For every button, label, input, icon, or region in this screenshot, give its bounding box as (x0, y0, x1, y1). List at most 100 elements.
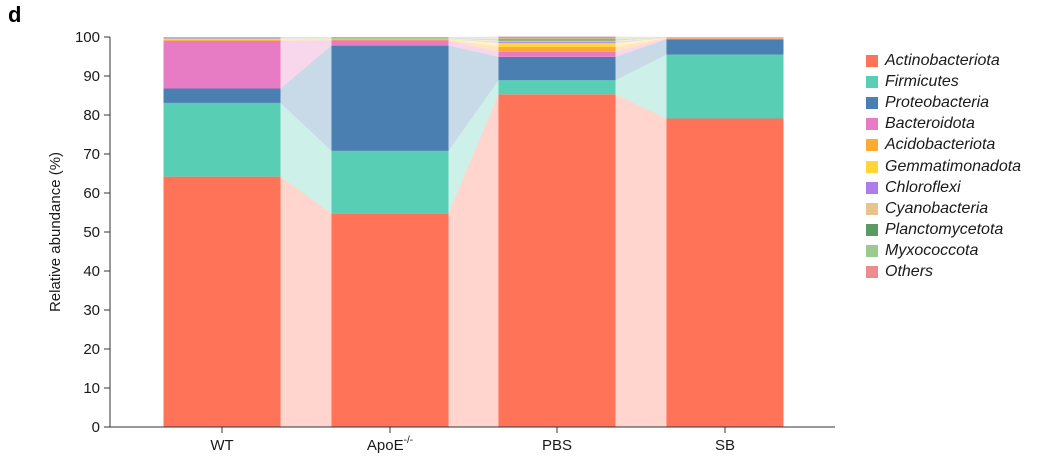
legend: Actinobacteriota Firmicutes Proteobacteria… (866, 50, 1021, 283)
flow-band-others (615, 36, 667, 39)
bar-segment-gemmatimonadota (163, 38, 281, 40)
bar-segment-firmicutes (163, 102, 281, 177)
bar-segment-firmicutes (331, 150, 449, 214)
y-tick-label: 60 (83, 185, 100, 202)
bar-segment-others (498, 36, 616, 39)
bar-segment-acidobacteriota (331, 39, 449, 41)
flow-band-proteobacteria (448, 45, 499, 151)
legend-item: Bacteroidota (866, 114, 1021, 135)
flow-band-cyanobacteria (280, 38, 332, 39)
flow-band-firmicutes (615, 54, 667, 119)
legend-item: Proteobacteria (866, 92, 1021, 113)
bar-segment-myxococcota (498, 38, 616, 40)
bar-segment-planctomycetota (498, 39, 616, 41)
y-axis-label: Relative abundance (%) (47, 152, 64, 312)
legend-item: Others (866, 262, 1021, 283)
flow-band-myxococcota (280, 37, 332, 39)
y-tick-label: 0 (92, 419, 100, 436)
x-ticks: WT ApoE-/- PBS SB (210, 427, 735, 454)
legend-swatch (866, 160, 878, 173)
y-tick-label: 20 (83, 341, 100, 358)
flow-band-chloroflexi (280, 38, 332, 40)
y-tick-label: 70 (83, 146, 100, 163)
flow-band-cyanobacteria (448, 38, 499, 42)
bar-segment-acidobacteriota (498, 46, 616, 52)
legend-item: Chloroflexi (866, 177, 1021, 198)
legend-label: Firmicutes (885, 72, 959, 90)
bar-segment-proteobacteria (666, 39, 784, 55)
bar-segment-firmicutes (498, 80, 616, 95)
bar-segment-bacteroidota (666, 38, 784, 40)
y-tick-label: 10 (83, 380, 100, 397)
legend-item: Myxococcota (866, 241, 1021, 262)
flow-band-planctomycetota (615, 37, 667, 41)
bar-segment-bacteroidota (498, 51, 616, 57)
bar-segment-proteobacteria (331, 45, 449, 151)
x-tick-label: SB (715, 437, 735, 454)
flow-band-bacteroidota (280, 40, 332, 89)
bar-stacks (163, 36, 784, 427)
flow-band-others (280, 37, 332, 38)
legend-swatch (866, 266, 878, 279)
legend-item: Planctomycetota (866, 220, 1021, 241)
y-tick-label: 90 (83, 68, 100, 85)
bar-segment-actinobacteriota (331, 213, 449, 427)
bar-segment-gemmatimonadota (498, 42, 616, 47)
x-tick-label: ApoE-/- (367, 435, 413, 454)
legend-swatch (866, 202, 878, 215)
legend-swatch (866, 245, 878, 258)
legend-item: Actinobacteriota (866, 50, 1021, 71)
flow-band-chloroflexi (615, 37, 667, 43)
y-tick-label: 80 (83, 107, 100, 124)
legend-swatch (866, 139, 878, 152)
legend-label: Cyanobacteria (885, 199, 989, 217)
flow-band-myxococcota (448, 37, 499, 40)
flow-band-proteobacteria (615, 39, 667, 81)
bar-segment-actinobacteriota (666, 118, 784, 427)
legend-label: Proteobacteria (885, 93, 990, 111)
bar-segment-actinobacteriota (163, 176, 281, 427)
legend-label: Planctomycetota (885, 221, 1004, 239)
flow-band-acidobacteriota (615, 38, 667, 52)
legend-label: Gemmatimonadota (885, 157, 1022, 175)
legend-label: Myxococcota (885, 242, 979, 260)
axes: 0 10 20 30 40 50 60 70 80 90 100 WT ApoE-/- PBS SB Re… (47, 29, 835, 454)
flow-band-planctomycetota (280, 37, 332, 39)
flow-band-chloroflexi (448, 38, 499, 43)
legend-swatch (866, 96, 878, 109)
y-tick-label: 40 (83, 263, 100, 280)
bar-segment-proteobacteria (163, 88, 281, 103)
y-tick-label: 100 (75, 29, 100, 46)
legend-swatch (866, 54, 878, 67)
flow-band-gemmatimonadota (615, 37, 667, 47)
y-tick-label: 30 (83, 302, 100, 319)
legend-label: Bacteroidota (885, 115, 975, 133)
flow-band-firmicutes (448, 80, 499, 214)
bar-segment-acidobacteriota (163, 39, 281, 41)
bar-segment-bacteroidota (163, 40, 281, 89)
y-tick-label: 50 (83, 224, 100, 241)
bar-segment-bacteroidota (331, 40, 449, 46)
flow-band-actinobacteriota (280, 176, 332, 427)
bar-segment-proteobacteria (498, 56, 616, 81)
legend-item: Acidobacteriota (866, 135, 1021, 156)
y-ticks: 0 10 20 30 40 50 60 70 80 90 100 (75, 29, 110, 436)
flow-band-myxococcota (615, 37, 667, 40)
flow-bands (280, 36, 667, 427)
legend-label: Acidobacteriota (885, 136, 996, 154)
bar-segment-actinobacteriota (498, 94, 616, 427)
flow-band-gemmatimonadota (280, 38, 332, 40)
x-tick-label: WT (210, 437, 233, 454)
flow-band-bacteroidota (448, 40, 499, 57)
flow-band-firmicutes (280, 102, 332, 214)
legend-label: Chloroflexi (885, 178, 961, 196)
flow-band-acidobacteriota (280, 39, 332, 41)
panel-label: d (8, 2, 22, 27)
flow-band-planctomycetota (448, 38, 499, 41)
legend-item: Firmicutes (866, 71, 1021, 92)
bar-segment-others (331, 37, 449, 38)
flow-band-proteobacteria (280, 45, 332, 151)
legend-item: Gemmatimonadota (866, 156, 1021, 177)
flow-band-actinobacteriota (448, 94, 499, 427)
legend-item: Cyanobacteria (866, 198, 1021, 219)
